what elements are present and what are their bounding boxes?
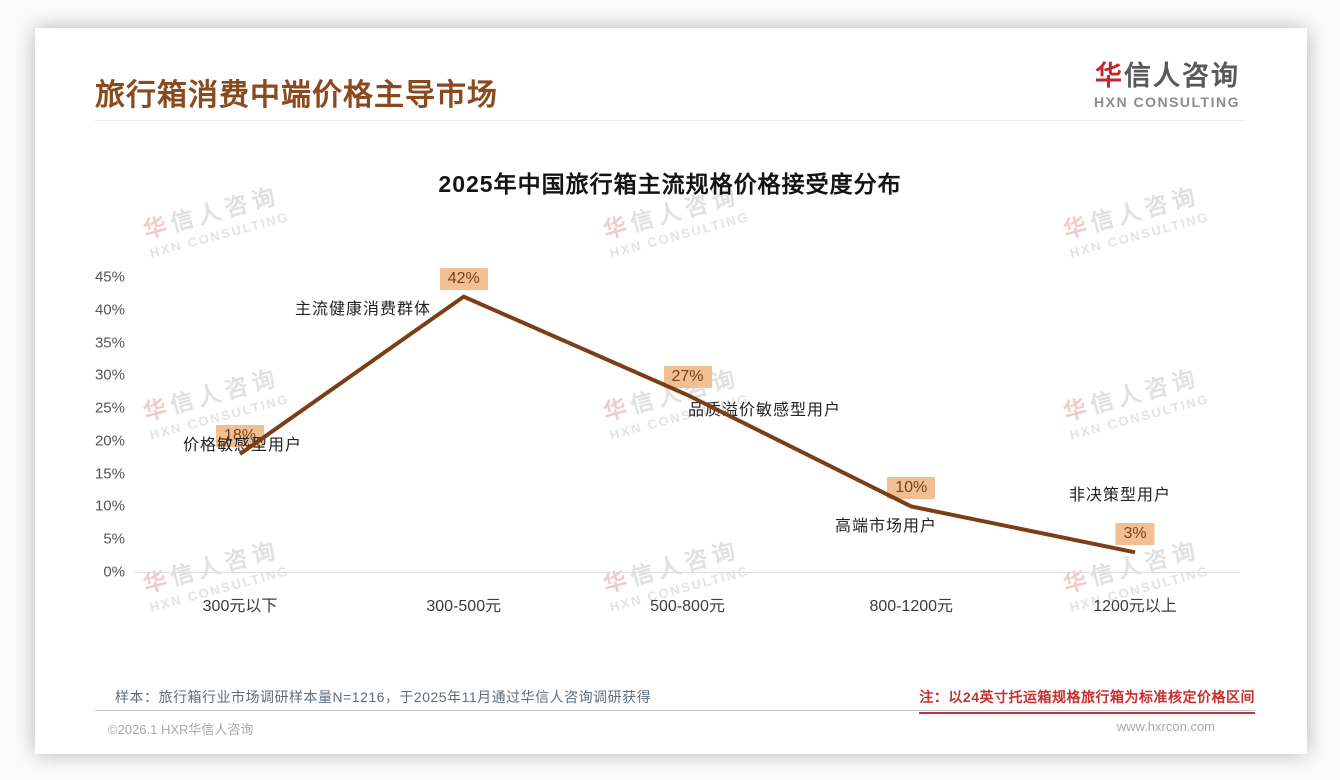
y-tick-label: 0%	[103, 563, 125, 581]
copyright-text: ©2026.1 HXR华信人咨询	[108, 722, 254, 737]
x-axis-line	[135, 572, 1240, 573]
slide-card	[35, 28, 1307, 754]
brand-logo: 华信人咨询 HXN CONSULTING	[1094, 61, 1240, 110]
price-note: 注：以24英寸托运箱规格旅行箱为标准核定价格区间	[919, 687, 1255, 714]
x-category-label: 1200元以上	[1093, 598, 1177, 615]
y-tick-label: 35%	[94, 334, 125, 352]
header-divider	[95, 120, 1245, 121]
value-badge: 3%	[1115, 523, 1155, 546]
y-tick-label: 10%	[94, 497, 125, 515]
value-badge: 42%	[439, 267, 488, 290]
brand-logo-english: HXN CONSULTING	[1094, 93, 1240, 110]
point-annotation: 价格敏感型用户	[183, 437, 303, 454]
y-tick-label: 5%	[103, 530, 125, 548]
x-category-label: 800-1200元	[869, 598, 954, 615]
x-category-label: 300-500元	[426, 598, 502, 615]
brand-logo-accent-char: 华	[1095, 61, 1124, 91]
y-tick-label: 40%	[94, 301, 125, 319]
brand-logo-rest-chars: 信人咨询	[1124, 61, 1240, 91]
y-tick-label: 45%	[94, 268, 125, 286]
x-category-label: 500-800元	[650, 598, 725, 615]
brand-logo-chinese: 华信人咨询	[1094, 61, 1240, 92]
point-annotation: 非决策型用户	[1069, 487, 1172, 504]
value-badge: 10%	[887, 477, 936, 500]
footer-divider	[95, 710, 1255, 711]
y-tick-label: 30%	[94, 366, 125, 384]
point-annotation: 高端市场用户	[835, 518, 938, 535]
chart-title: 2025年中国旅行箱主流规格价格接受度分布	[438, 171, 902, 197]
website-url: www.hxrcon.com	[1116, 719, 1215, 734]
point-annotation: 主流健康消费群体	[295, 301, 432, 318]
page-title: 旅行箱消费中端价格主导市场	[95, 79, 498, 112]
sample-note: 样本：旅行箱行业市场调研样本量N=1216，于2025年11月通过华信人咨询调研…	[115, 689, 652, 705]
x-category-label: 300元以下	[202, 598, 278, 615]
y-tick-label: 20%	[94, 432, 125, 450]
point-annotation: 品质溢价敏感型用户	[688, 402, 842, 419]
value-badge: 27%	[663, 366, 712, 388]
y-tick-label: 15%	[94, 465, 125, 483]
y-tick-label: 25%	[94, 399, 125, 417]
